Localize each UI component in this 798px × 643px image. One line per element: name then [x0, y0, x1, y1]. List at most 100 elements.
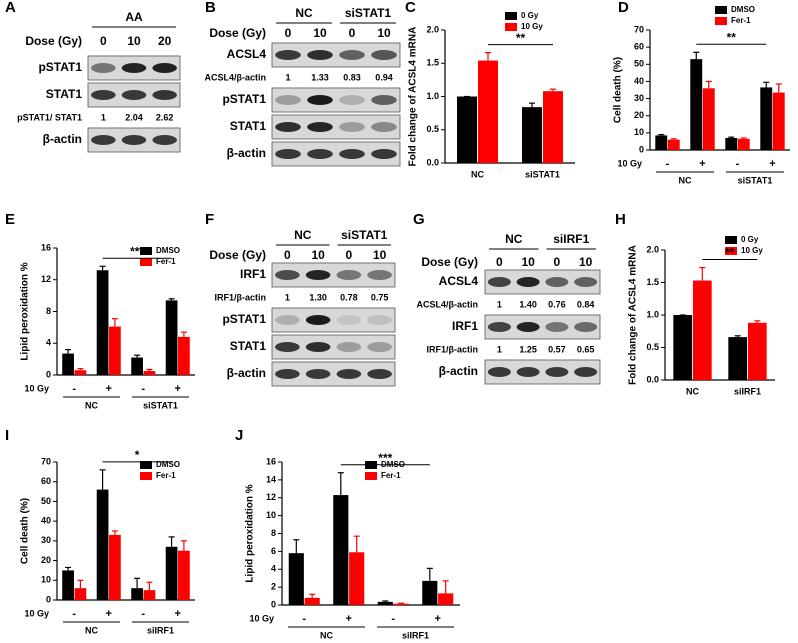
blot-band — [152, 135, 177, 145]
group-header: NC — [295, 6, 313, 20]
y-tick-label: 30 — [41, 535, 51, 545]
y-tick-label: 4 — [46, 338, 51, 348]
blot-band — [91, 63, 116, 73]
bar — [74, 370, 87, 375]
legend-swatch — [725, 247, 737, 255]
blot-band — [487, 367, 511, 377]
dose: 10 — [311, 248, 325, 262]
legend-swatch — [140, 247, 152, 255]
y-tick-label: 70 — [41, 456, 51, 466]
significance: *** — [378, 451, 392, 465]
y-axis-label: Fold change of ACSL4 mRNA — [628, 245, 639, 385]
quant-value: 1 — [285, 292, 290, 302]
bar — [333, 495, 349, 605]
condition: - — [141, 608, 145, 620]
significance: * — [135, 448, 140, 462]
group-header: siIRF1 — [553, 232, 589, 246]
significance: ** — [725, 246, 735, 260]
legend-label: Fer-1 — [381, 471, 401, 480]
quant-label: IRF1/β-actin — [215, 292, 267, 302]
bar — [62, 353, 74, 375]
quant-value: 1 — [497, 344, 502, 354]
y-tick-label: 0 — [271, 599, 276, 609]
y-tick-label: 0 — [639, 144, 644, 154]
y-axis-label: Fold change of ACSL4 mRNA — [408, 27, 419, 167]
y-tick-label: 4 — [271, 564, 276, 574]
blot-band — [545, 367, 569, 377]
quant-label: ACSL4/β-actin — [416, 299, 478, 309]
blot-band — [305, 369, 331, 379]
bar — [96, 270, 109, 375]
quant-label: IRF1/β-actin — [427, 344, 479, 354]
condition-label: 10 Gy — [617, 158, 642, 168]
dose: 0 — [496, 255, 503, 269]
bar — [165, 546, 178, 600]
condition: - — [391, 613, 395, 625]
legend-label: 10 Gy — [521, 22, 543, 31]
bar — [667, 139, 680, 150]
dose: 0 — [284, 248, 291, 262]
legend-label: 0 Gy — [741, 235, 759, 244]
quant-value: 1.30 — [309, 292, 327, 302]
quant-label: ACSL4/β-actin — [204, 72, 266, 82]
dose: 0 — [554, 255, 561, 269]
legend-swatch — [365, 472, 377, 480]
blot-band — [305, 315, 331, 325]
significance: *** — [130, 244, 144, 258]
x-tick-label: NC — [686, 386, 699, 396]
panel-label: E — [5, 211, 15, 228]
dose: 20 — [158, 34, 172, 48]
blot-band — [339, 149, 365, 159]
dose: 0 — [346, 248, 353, 262]
blot-band — [305, 342, 331, 352]
bar — [655, 135, 668, 150]
blot-band — [91, 135, 116, 145]
y-axis-label: Cell death (%) — [20, 498, 31, 564]
bar — [178, 336, 190, 375]
condition: - — [666, 158, 670, 170]
quant-value: 1 — [101, 112, 106, 122]
blot-band — [307, 95, 333, 105]
y-tick-label: 1.0 — [646, 309, 659, 319]
legend-label: DMSO — [156, 460, 180, 469]
blot-band — [367, 315, 392, 325]
bar — [725, 138, 738, 150]
y-tick-label: 10 — [634, 127, 644, 137]
blot-band — [371, 149, 397, 159]
y-axis-label: Lipid peroxidation % — [245, 484, 256, 582]
blot-band — [336, 315, 362, 325]
blot-band — [275, 95, 301, 105]
x-tick-label: siSTAT1 — [525, 169, 560, 179]
quant-value: 1.33 — [311, 72, 329, 82]
protein-label: pSTAT1 — [222, 92, 266, 106]
blot-band — [371, 95, 397, 105]
dose: 10 — [373, 248, 387, 262]
y-tick-label: 1.5 — [426, 58, 439, 68]
y-tick-label: 16 — [41, 242, 51, 252]
y-tick-label: 0.5 — [426, 124, 439, 134]
blot-band — [275, 122, 301, 132]
bar — [109, 534, 121, 600]
bar — [304, 597, 320, 605]
y-tick-label: 50 — [634, 59, 644, 69]
blot-band — [545, 277, 569, 287]
blot-strip — [271, 307, 396, 333]
blot-band — [121, 90, 147, 100]
legend-swatch — [140, 461, 152, 469]
bar — [747, 322, 767, 380]
blot-band — [275, 315, 300, 325]
panel-label: I — [5, 427, 9, 444]
bar — [457, 96, 477, 163]
y-tick-label: 60 — [634, 42, 644, 52]
condition-label: 10 Gy — [249, 613, 274, 623]
protein-label: pSTAT1 — [222, 312, 266, 326]
group-header: NC — [505, 232, 523, 246]
y-tick-label: 6 — [271, 546, 276, 556]
quant-value: 0.75 — [371, 292, 389, 302]
blot-band — [339, 122, 365, 132]
legend-label: DMSO — [156, 246, 180, 255]
blot-band — [516, 322, 540, 332]
blot-band — [305, 270, 331, 280]
quant-value: 0.83 — [343, 72, 361, 82]
blot-band — [574, 367, 598, 377]
